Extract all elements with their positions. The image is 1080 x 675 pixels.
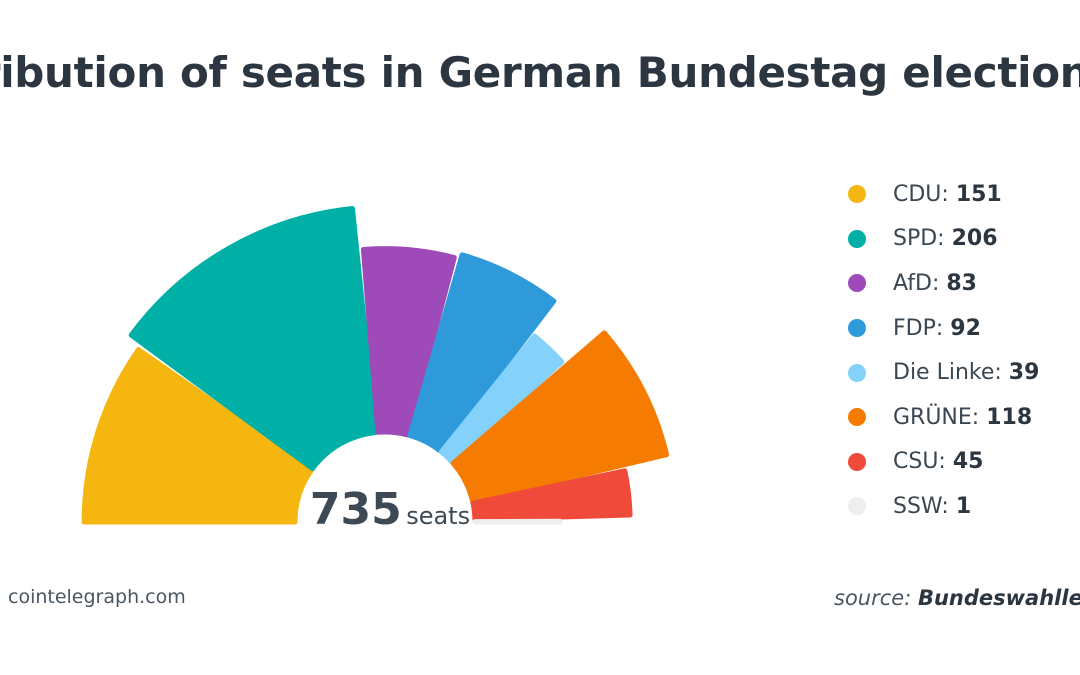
legend-label-name: AfD: [893, 270, 947, 296]
legend-label: Die Linke: 39 [893, 360, 1039, 385]
slice-die-linke [438, 333, 565, 465]
legend-label-name: CSU: [893, 449, 953, 475]
slice-afd [360, 246, 457, 438]
legend-item-fdp: FDP: 92 [848, 306, 1080, 351]
slice-csu [470, 468, 633, 522]
legend-value: 92 [950, 315, 981, 341]
legend-label-name: FDP: [893, 315, 951, 341]
legend-item-cdu: CDU: 151 [848, 172, 1080, 217]
legend-swatch-ssw [848, 497, 866, 516]
legend-item-die-linke: Die Linke: 39 [848, 350, 1080, 395]
legend-swatch-gr-ne [848, 408, 866, 427]
legend-label: FDP: 92 [893, 316, 981, 341]
legend-value: 206 [951, 226, 998, 252]
slice-ssw [472, 518, 563, 525]
legend-value: 1 [955, 493, 972, 519]
legend-value: 45 [952, 449, 984, 475]
legend-label-name: Die Linke: [893, 360, 1009, 386]
legend-item-spd: SPD: 206 [848, 217, 1080, 262]
legend-swatch-fdp [848, 319, 866, 338]
legend-value: 118 [986, 404, 1033, 430]
legend-item-gr-ne: GRÜNE: 118 [848, 395, 1080, 440]
legend-swatch-afd [848, 274, 866, 293]
legend-value: 83 [946, 270, 977, 296]
total-seats-value: 735 [309, 484, 402, 535]
slice-spd [128, 206, 379, 472]
legend-label-name: CDU: [893, 181, 956, 207]
legend-label: CSU: 45 [893, 449, 983, 474]
total-seats-label: 735 seats [190, 484, 590, 535]
legend-label: CDU: 151 [893, 182, 1002, 207]
slice-fdp [407, 252, 557, 453]
source-prefix: source: [834, 586, 912, 610]
source-name: Bundeswahlle [917, 586, 1080, 610]
legend-swatch-die-linke [848, 363, 866, 382]
legend-swatch-cdu [848, 185, 866, 204]
seat-distribution-chart [81, 206, 670, 525]
total-seats-unit: seats [406, 502, 471, 530]
legend-value: 151 [955, 181, 1002, 207]
legend-label: GRÜNE: 118 [893, 405, 1032, 430]
slice-cdu [81, 347, 314, 525]
legend-label-name: GRÜNE: [893, 404, 987, 430]
chart-title: tribution of seats in German Bundestag e… [0, 48, 1080, 97]
legend-item-csu: CSU: 45 [848, 440, 1080, 485]
site-credit-text: cointelegraph.com [8, 586, 186, 608]
legend-label-name: SSW: [893, 493, 956, 519]
legend-value: 39 [1008, 360, 1040, 386]
site-credit: cointelegraph.com [8, 586, 186, 608]
legend-item-afd: AfD: 83 [848, 261, 1080, 306]
legend-label-name: SPD: [893, 226, 952, 252]
legend-swatch-spd [848, 229, 866, 248]
legend-label: SPD: 206 [893, 226, 998, 251]
legend-item-ssw: SSW: 1 [848, 484, 1080, 529]
slice-gr-ne [450, 330, 670, 504]
chart-legend: CDU: 151 SPD: 206 AfD: 83 FDP: 92 Die Linke:… [848, 172, 1080, 529]
source-credit: source: Bundeswahlle [834, 586, 1080, 610]
legend-label: AfD: 83 [893, 271, 977, 296]
legend-swatch-csu [848, 452, 866, 471]
legend-label: SSW: 1 [893, 494, 971, 519]
